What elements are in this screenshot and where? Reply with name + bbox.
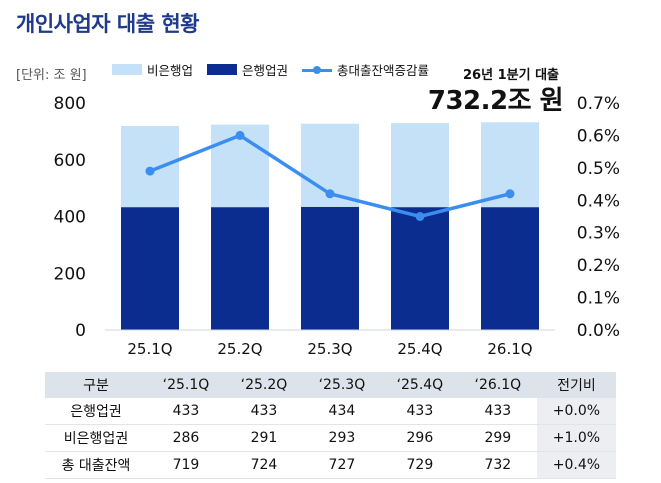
table-cell: 293: [302, 424, 381, 452]
legend-item-growth-rate: 총대출잔액증감률: [302, 60, 429, 79]
table-header-cell: ‘25.3Q: [302, 372, 381, 398]
x-tick-label: 25.1Q: [127, 340, 172, 358]
table-header-cell: 전기비: [536, 372, 616, 398]
table-cell: 433: [458, 398, 537, 425]
growth-rate-point: [325, 189, 335, 199]
y2-tick-label: 0.0%: [577, 321, 620, 341]
table-cell: 433: [224, 398, 303, 425]
y-tick-label: 600: [54, 151, 86, 171]
bar-bank: [121, 207, 179, 330]
bar-bank: [301, 206, 359, 330]
table-cell: 433: [147, 398, 225, 425]
table-cell: 727: [302, 451, 381, 479]
page-title: 개인사업자 대출 현황: [16, 12, 200, 36]
table-cell-change: +0.4%: [536, 451, 616, 479]
table-cell-change: +1.0%: [536, 424, 616, 452]
chart-legend: 비은행업 은행업권 총대출잔액증감률: [112, 60, 443, 79]
legend-label-non-bank: 비은행업: [147, 63, 194, 78]
bar-non-bank: [121, 125, 179, 208]
table-cell: 296: [380, 424, 459, 452]
growth-rate-point: [505, 189, 515, 199]
y-tick-label: 0: [75, 321, 86, 341]
y-tick-label: 200: [54, 264, 86, 284]
legend-item-non-bank: 비은행업: [112, 60, 193, 79]
table-cell: 729: [380, 451, 459, 479]
table-cell: 총 대출잔액: [45, 451, 147, 479]
growth-rate-point: [235, 130, 245, 140]
callout-label: 26년 1분기 대출: [463, 68, 559, 83]
growth-rate-point: [145, 166, 155, 176]
legend-swatch-non-bank: [112, 64, 142, 75]
table-cell: 은행업권: [45, 398, 147, 425]
legend-item-bank: 은행업권: [207, 60, 288, 79]
unit-label: [단위: 조 원]: [16, 68, 87, 83]
table-cell: 434: [302, 398, 381, 425]
y-tick-label: 800: [54, 94, 86, 114]
table-cell: 291: [224, 424, 303, 452]
table-cell: 433: [380, 398, 459, 425]
table-row: 은행업권 433 433 434 433 433 +0.0%: [45, 398, 616, 425]
table-cell: 719: [147, 451, 225, 479]
table-cell: 286: [147, 424, 225, 452]
legend-label-growth-rate: 총대출잔액증감률: [337, 63, 430, 78]
table-header-cell: ‘25.2Q: [224, 372, 303, 398]
growth-rate-point: [415, 212, 425, 221]
loan-table: 구분 ‘25.1Q ‘25.2Q ‘25.3Q ‘25.4Q ‘26.1Q 전기…: [45, 372, 616, 479]
y-tick-label: 400: [54, 208, 86, 228]
x-tick-label: 25.2Q: [217, 340, 262, 358]
legend-label-bank: 은행업권: [242, 63, 289, 78]
table-header-cell: 구분: [45, 372, 147, 398]
bar-bank: [211, 207, 269, 330]
table-cell: 비은행업권: [45, 424, 147, 452]
table-row: 비은행업권 286 291 293 296 299 +1.0%: [45, 424, 616, 452]
legend-swatch-bank: [207, 64, 238, 75]
y2-tick-label: 0.6%: [577, 126, 620, 146]
x-tick-label: 26.1Q: [487, 340, 532, 358]
table-cell-change: +0.0%: [536, 398, 616, 425]
table-cell: 732: [458, 451, 537, 479]
x-tick-label: 25.4Q: [397, 340, 442, 358]
y2-tick-label: 0.7%: [577, 94, 620, 114]
bar-non-bank: [391, 123, 449, 208]
table-cell: 299: [458, 424, 537, 452]
x-tick-label: 25.3Q: [307, 340, 352, 358]
callout-value: 732.2조 원: [427, 86, 564, 116]
table-row: 총 대출잔액 719 724 727 729 732 +0.4%: [45, 451, 616, 479]
table-header-cell: ‘26.1Q: [458, 372, 537, 398]
table-header-row: 구분 ‘25.1Q ‘25.2Q ‘25.3Q ‘25.4Q ‘26.1Q 전기…: [45, 372, 616, 398]
bar-bank: [391, 207, 449, 330]
y2-tick-label: 0.4%: [577, 191, 620, 211]
y2-tick-label: 0.1%: [577, 289, 620, 309]
bar-bank: [481, 207, 539, 330]
table-header-cell: ‘25.1Q: [147, 372, 225, 398]
legend-swatch-growth-rate: [302, 64, 333, 76]
y2-tick-label: 0.5%: [577, 159, 620, 179]
y2-tick-label: 0.2%: [577, 256, 620, 276]
table-cell: 724: [224, 451, 303, 479]
y2-tick-label: 0.3%: [577, 224, 620, 244]
table-header-cell: ‘25.4Q: [380, 372, 459, 398]
